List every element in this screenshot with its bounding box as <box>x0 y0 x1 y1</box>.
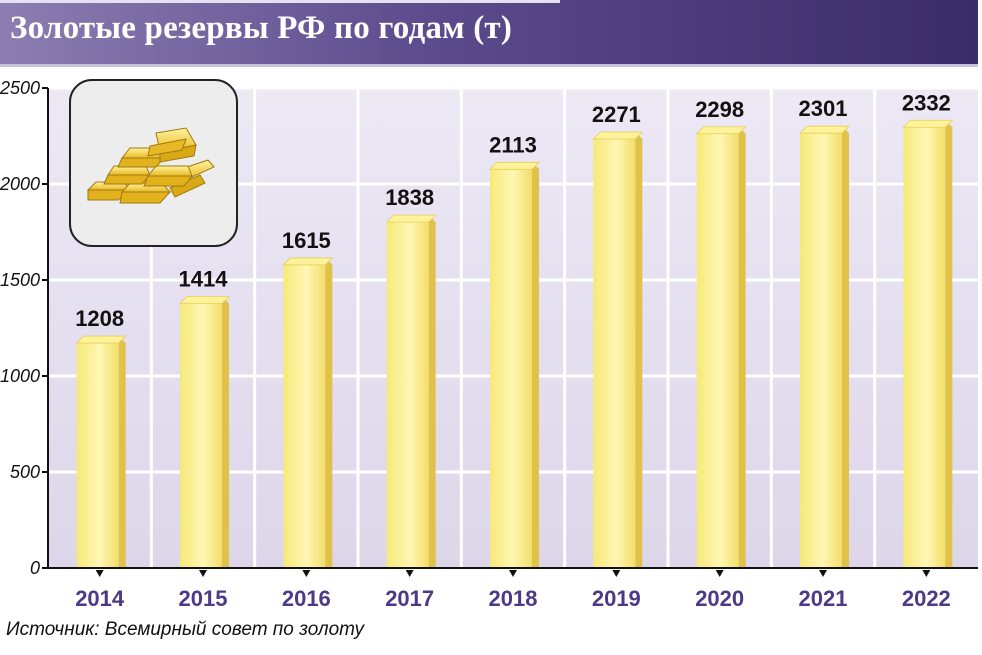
bar-side <box>532 162 539 568</box>
bar-side <box>118 336 126 568</box>
bar-side <box>635 131 643 568</box>
x-tick-label: 2016 <box>282 586 331 611</box>
chart-title: Золотые резервы РФ по годам (т) <box>10 10 513 46</box>
bar-2021 <box>799 125 850 568</box>
bar-front <box>283 264 326 568</box>
bar-front <box>76 343 119 568</box>
bar-top <box>695 126 747 135</box>
bar-top <box>75 335 127 344</box>
axes <box>42 87 978 577</box>
bar-2014 <box>75 335 127 568</box>
value-label: 2301 <box>799 96 848 121</box>
bar-front <box>696 133 739 568</box>
y-tick-label: 500 <box>10 462 40 482</box>
source-note: Источник: Всемирный совет по золоту <box>6 619 365 640</box>
bar-front <box>903 127 946 569</box>
bar-2022 <box>902 119 954 569</box>
bar-2018 <box>489 161 540 568</box>
bar-side <box>222 296 229 568</box>
x-tick-label: 2020 <box>695 586 744 611</box>
bar-side <box>428 215 436 568</box>
value-label: 2271 <box>592 102 641 127</box>
x-tick-marker <box>405 570 414 577</box>
bar-front <box>386 222 429 568</box>
y-tick-label: 2500 <box>0 78 40 98</box>
x-tick-label: 2022 <box>902 586 951 611</box>
y-tick-label: 0 <box>30 558 40 578</box>
x-tick-marker <box>509 570 517 577</box>
bar-front <box>490 169 532 568</box>
value-label: 1414 <box>179 267 229 292</box>
value-label: 2113 <box>489 132 537 157</box>
bar-front <box>593 138 636 568</box>
y-tick-label: 2000 <box>0 174 40 194</box>
bar-side <box>738 126 746 568</box>
bar-front <box>180 303 222 568</box>
y-tick-label: 1500 <box>0 270 40 290</box>
bar-top <box>799 125 850 134</box>
title-accent-line <box>0 0 560 3</box>
value-label: 2298 <box>695 97 744 122</box>
bar-side <box>325 257 333 568</box>
bar-2020 <box>695 126 747 568</box>
y-tick-label: 1000 <box>0 366 40 386</box>
x-tick-marker <box>199 570 207 577</box>
x-tick-marker <box>95 570 104 577</box>
x-tick-label: 2018 <box>489 586 538 611</box>
bar-top <box>902 119 954 128</box>
value-label: 1838 <box>385 185 434 210</box>
value-label: 1615 <box>282 228 331 253</box>
x-tick-marker <box>612 570 621 577</box>
bar-top <box>489 161 540 170</box>
bar-top <box>385 214 437 223</box>
x-tick-label: 2019 <box>592 586 641 611</box>
x-tick-marker <box>302 570 311 577</box>
x-tick-label: 2017 <box>385 586 434 611</box>
bar-2015 <box>179 296 230 568</box>
value-label: 1208 <box>75 306 124 331</box>
bar-2019 <box>592 131 644 568</box>
bar-front <box>800 133 842 568</box>
bar-chart: 1208 2014 1414 2015 1615 2016 1838 2017 2113 2018… <box>0 78 978 611</box>
x-tick-label: 2021 <box>799 586 848 611</box>
bar-2017 <box>385 214 437 568</box>
x-tick-marker <box>922 570 931 577</box>
bar-side <box>945 120 953 569</box>
x-tick-label: 2015 <box>179 586 228 611</box>
labels: 1208 2014 1414 2015 1615 2016 1838 2017 2113 2018… <box>0 78 951 611</box>
bar-side <box>842 126 849 568</box>
gold-bars-icon <box>69 79 238 247</box>
x-tick-marker <box>819 570 827 577</box>
bar-2016 <box>282 257 334 568</box>
bar-top <box>592 131 644 140</box>
x-tick-label: 2014 <box>75 586 125 611</box>
value-label: 2332 <box>902 90 951 115</box>
bar-top <box>282 257 334 266</box>
bar-top <box>179 296 230 304</box>
x-tick-marker <box>715 570 724 577</box>
bars <box>75 119 954 569</box>
title-bar: Золотые резервы РФ по годам (т) <box>0 0 978 67</box>
